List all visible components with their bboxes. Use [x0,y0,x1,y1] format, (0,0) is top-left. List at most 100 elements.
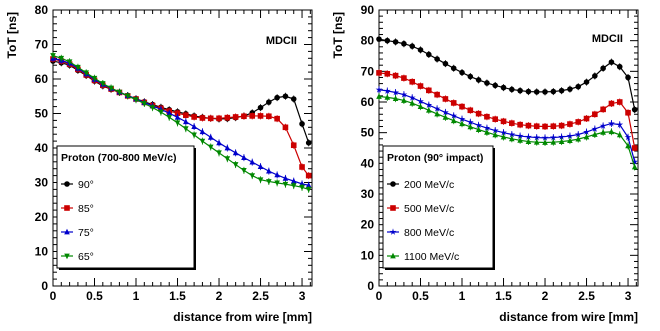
data-point [392,39,399,45]
data-point [484,113,490,120]
y-tick-label: 70 [361,64,375,78]
legend-title: Proton (90° impact) [387,152,483,164]
data-point [305,182,312,188]
legend-marker [64,181,70,187]
data-point [282,93,289,100]
data-point [232,114,239,120]
data-point [58,55,65,62]
data-point [525,138,532,144]
legend: Proton (700-800 MeV/c) 90° 85° 75° 65° [56,145,196,270]
data-point [299,121,305,127]
data-point [282,175,289,181]
data-point [417,83,424,89]
x-axis-label: distance from wire [mm] [173,310,312,324]
data-point [409,100,416,106]
data-point [592,131,598,137]
data-point [166,114,173,121]
x-tick-label: 0.5 [412,289,429,303]
data-point [550,138,557,145]
data-point [274,180,280,187]
data-point [207,144,214,151]
y-axis-label: ToT [ns] [5,12,19,58]
x-tick-label: 3 [625,289,632,303]
plot-frame [378,9,639,287]
data-point [299,184,305,191]
data-point [433,105,441,112]
data-point [509,135,515,142]
data-point [241,113,247,120]
y-tick-label: 80 [35,3,49,17]
data-point [401,40,407,47]
data-point [484,80,490,86]
data-point [249,158,256,165]
data-point [525,88,532,95]
data-point [305,187,312,193]
data-point [567,86,573,92]
data-point [516,132,524,139]
data-point [232,162,239,168]
data-point [75,64,81,71]
legend-marker [390,205,396,211]
chart-panel-1: 0 10 20 30 40 50 60 70 80 0 0.5 1 1.5 2 2.5 3 distance f… [5,3,313,324]
legend-entry: 90° [78,179,94,191]
data-point [257,177,264,183]
data-point [600,106,606,113]
data-point [484,129,490,135]
data-point [191,132,197,139]
data-point [266,167,272,174]
data-point [500,133,507,140]
y-tick-label: 90 [361,3,375,17]
data-point [631,163,638,170]
data-point [624,133,632,141]
y-tick-label: 30 [35,176,49,190]
data-point [434,91,440,98]
data-point [459,120,465,127]
x-tick-label: 0 [376,289,383,303]
data-point [466,118,474,126]
data-point [450,117,457,124]
legend-entry: 65° [78,251,94,263]
data-point [492,82,499,89]
data-point [575,119,582,125]
data-point [383,87,391,94]
data-point [442,60,449,67]
data-point [592,111,598,118]
data-point [533,138,540,145]
data-point [241,154,247,161]
x-tick-label: 1.5 [169,289,186,303]
data-point [66,59,73,65]
data-point [417,97,424,105]
x-tick-label: 0.5 [86,289,103,303]
data-point [600,65,606,72]
y-tick-label: 20 [361,218,375,232]
x-axis-label: distance from wire [mm] [499,310,638,324]
data-point [541,134,549,141]
data-point [558,87,565,94]
data-point [409,78,416,85]
data-point [542,89,548,95]
data-point [376,70,382,76]
data-point [141,101,148,107]
data-point [183,126,189,132]
data-point [608,128,615,135]
data-point [616,131,623,138]
y-tick-label: 60 [35,72,49,86]
data-point [608,100,615,107]
data-point [417,103,424,109]
data-point [616,63,623,70]
legend-entry: 800 MeV/c [404,227,454,239]
data-point [426,87,432,94]
data-point [509,86,515,93]
legend-entry: 85° [78,203,94,215]
data-point [376,36,382,42]
data-point [450,100,457,106]
data-point [257,163,264,170]
data-point [174,114,181,120]
data-point [305,140,312,146]
data-point [567,137,573,144]
legend-entry: 1100 MeV/c [404,251,459,263]
data-point [467,123,474,130]
data-point [525,133,532,140]
data-point [274,171,280,178]
y-axis-label: ToT [ns] [331,12,345,58]
